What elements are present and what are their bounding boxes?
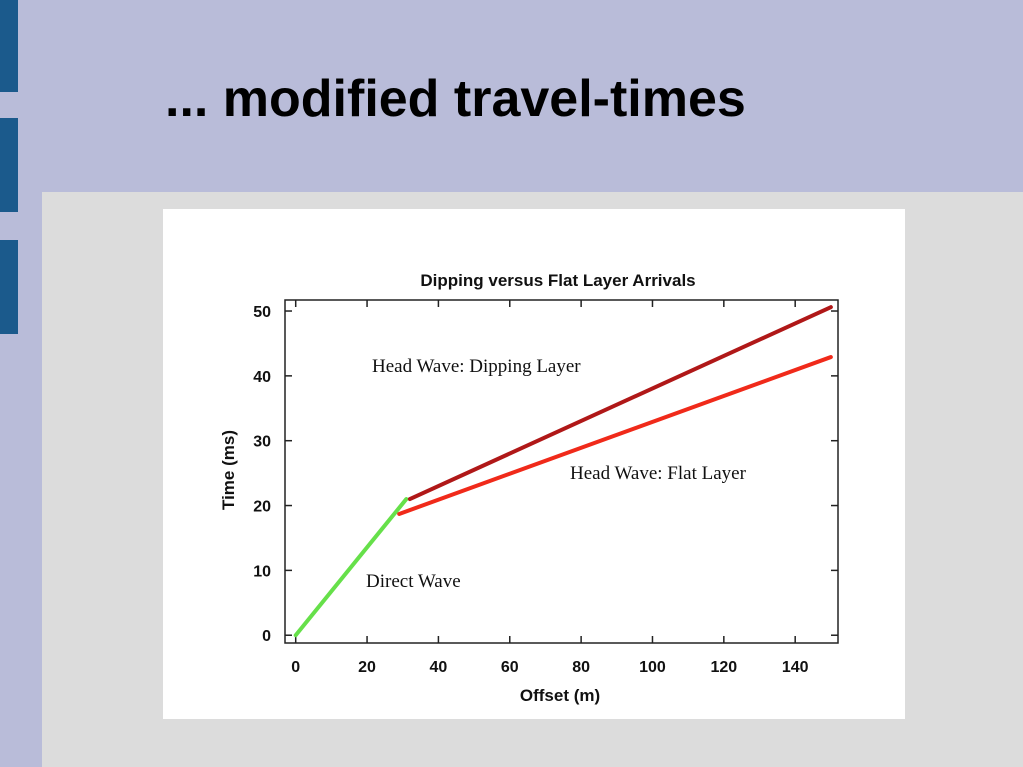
x-tick-label: 40 xyxy=(430,659,448,676)
y-tick-label: 40 xyxy=(253,369,271,386)
x-tick-label: 20 xyxy=(358,659,376,676)
x-tick-label: 100 xyxy=(639,659,666,676)
series-line xyxy=(293,497,409,638)
x-tick-label: 120 xyxy=(710,659,737,676)
x-tick-label: 80 xyxy=(572,659,590,676)
series-label: Head Wave: Dipping Layer xyxy=(372,356,581,377)
y-tick-label: 10 xyxy=(253,563,271,580)
x-tick-label: 60 xyxy=(501,659,519,676)
side-block xyxy=(0,240,18,334)
series-label: Direct Wave xyxy=(366,571,461,592)
slide-title: ... modified travel-times xyxy=(165,70,746,128)
x-tick-label: 0 xyxy=(291,659,300,676)
plot-frame xyxy=(284,299,839,644)
series-label: Head Wave: Flat Layer xyxy=(570,463,747,484)
y-tick-label: 50 xyxy=(253,304,271,321)
series-line xyxy=(397,355,833,516)
x-tick-label: 140 xyxy=(782,659,809,676)
y-tick-label: 20 xyxy=(253,499,271,516)
y-axis-label: Time (ms) xyxy=(219,430,238,510)
chart-title: Dipping versus Flat Layer Arrivals xyxy=(420,271,695,290)
side-block xyxy=(0,118,18,212)
y-tick-label: 0 xyxy=(262,628,271,645)
side-block xyxy=(0,0,18,92)
y-tick-label: 30 xyxy=(253,434,271,451)
series-line xyxy=(407,305,833,502)
x-axis-label: Offset (m) xyxy=(520,686,600,705)
